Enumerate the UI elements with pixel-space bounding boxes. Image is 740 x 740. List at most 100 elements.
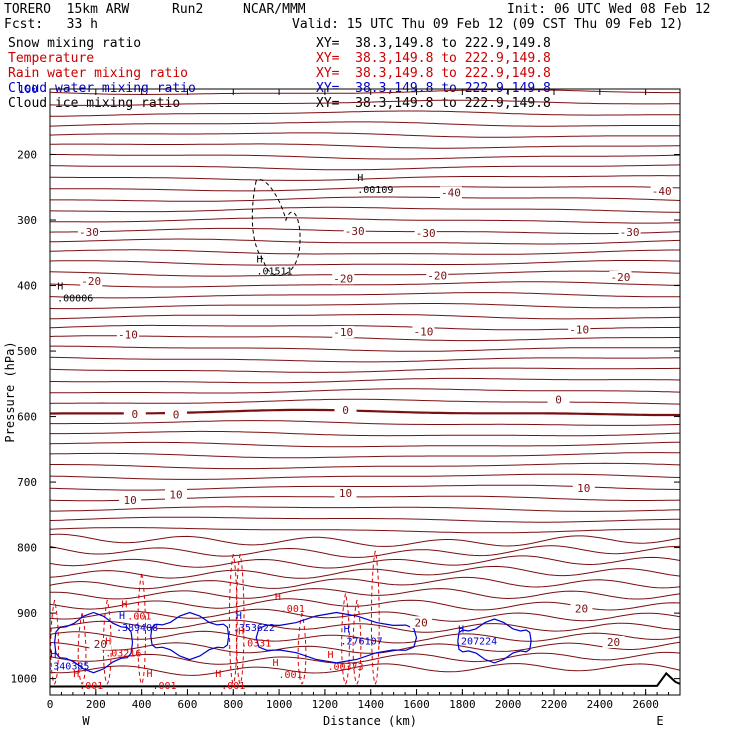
maximum-marker: H: [57, 281, 63, 292]
isotherm: [49, 473, 681, 480]
isotherm: [49, 314, 680, 320]
cloud-contours: [50, 178, 532, 685]
isotherm-label: 20: [575, 603, 588, 616]
isotherm-label: 0: [555, 394, 562, 407]
isotherm: [50, 217, 681, 224]
isotherm: [49, 608, 681, 622]
isotherm: [49, 110, 680, 117]
rain-contour: [235, 554, 245, 685]
isotherm: [49, 452, 681, 459]
x-tick-label: 2400: [587, 698, 614, 711]
x-tick-label: 1000: [266, 698, 293, 711]
isotherm-label: 20: [415, 616, 428, 629]
x-axis-east-label: E: [656, 714, 663, 728]
model-title: TORERO 15km ARW: [4, 2, 130, 17]
isotherm: [50, 388, 681, 394]
isotherm: [49, 292, 680, 299]
label-background: [165, 488, 187, 501]
maximum-marker: H: [328, 650, 334, 661]
maximum-value-label: .001: [79, 681, 103, 692]
maximum-value-label: .340385: [47, 662, 89, 673]
y-axis-label: Pressure (hPa): [3, 341, 17, 442]
rain-contour: [137, 573, 147, 685]
y-tick-label: 700: [17, 476, 37, 489]
rain-contour: [297, 613, 307, 685]
isotherm-label: -10: [413, 325, 433, 338]
isotherm: [49, 270, 681, 277]
isotherm-label: -30: [620, 226, 640, 239]
cloud-water-contour: [457, 618, 532, 664]
y-tick-label: 1000: [11, 673, 38, 686]
maximum-value-label: .01511: [256, 266, 292, 277]
x-tick-label: 0: [47, 698, 54, 711]
maximum-marker: H: [236, 611, 242, 622]
y-tick-label: 900: [17, 607, 37, 620]
freezing-isotherm: [50, 408, 680, 417]
label-background: [80, 274, 103, 287]
isotherm-label: -30: [416, 227, 436, 240]
isotherm-label: -20: [333, 272, 353, 285]
ice-cloud-contour: [251, 178, 301, 276]
isotherm-label: 0: [342, 404, 349, 417]
forecast-hour: Fcst: 33 h: [4, 17, 98, 32]
isotherm: [49, 88, 680, 95]
isotherm: [49, 555, 681, 569]
isotherm: [49, 641, 681, 654]
isotherm-label: -10: [333, 326, 353, 339]
label-background: [547, 393, 570, 406]
isotherm: [50, 143, 681, 149]
isotherm: [49, 441, 681, 448]
label-background: [334, 404, 357, 417]
isotherm: [49, 281, 680, 288]
isotherm: [49, 527, 680, 534]
x-tick-label: 400: [132, 698, 152, 711]
plot-frame: [49, 88, 681, 696]
label-background: [165, 408, 187, 421]
label-background: [332, 272, 355, 285]
isotherm-label: 10: [124, 494, 137, 507]
rain-contour: [77, 613, 87, 685]
x-axis-west-label: W: [82, 714, 90, 728]
rain-contour: [352, 599, 362, 685]
isotherm: [50, 206, 681, 213]
rain-contour: [50, 599, 59, 685]
maximum-marker: H: [73, 669, 79, 680]
isotherm: [50, 377, 681, 384]
terrain-line: [49, 671, 681, 688]
isotherm: [49, 175, 680, 181]
maximum-value-label: .353622: [233, 623, 275, 634]
label-background: [439, 186, 462, 199]
isotherm-label: -40: [441, 187, 461, 200]
label-background: [572, 481, 595, 494]
isotherm-label: -40: [652, 185, 672, 198]
init-time: Init: 06 UTC Wed 08 Feb 12: [507, 2, 711, 17]
isotherm-label: -30: [345, 225, 365, 238]
x-tick-label: 1600: [403, 698, 430, 711]
y-tick-label: 600: [17, 411, 37, 424]
maximum-value-label: .001: [152, 681, 176, 692]
label-background: [602, 635, 625, 648]
maximum-marker: H: [357, 173, 363, 184]
label-background: [412, 325, 435, 338]
maximum-marker: H: [119, 611, 125, 622]
maximum-marker: H: [458, 625, 464, 636]
y-tick-label: 400: [17, 280, 37, 293]
isotherm: [49, 576, 681, 590]
maximum-marker: H: [121, 600, 127, 611]
label-background: [332, 326, 355, 339]
cloud-water-contour: [255, 611, 418, 664]
isotherm: [49, 356, 680, 363]
isotherm: [50, 430, 681, 437]
isotherm: [49, 335, 680, 342]
cloud-water-contour: [53, 611, 134, 674]
label-background: [119, 493, 142, 506]
label-background: [89, 637, 112, 650]
maximum-marker: H: [344, 625, 350, 636]
field-name-temperature: Temperature: [8, 51, 95, 66]
isotherm-label: 10: [339, 487, 352, 500]
isotherm: [49, 495, 681, 502]
isotherm: [49, 303, 681, 310]
org-label: NCAR/MMM: [243, 2, 306, 17]
rain-contour: [341, 593, 350, 685]
